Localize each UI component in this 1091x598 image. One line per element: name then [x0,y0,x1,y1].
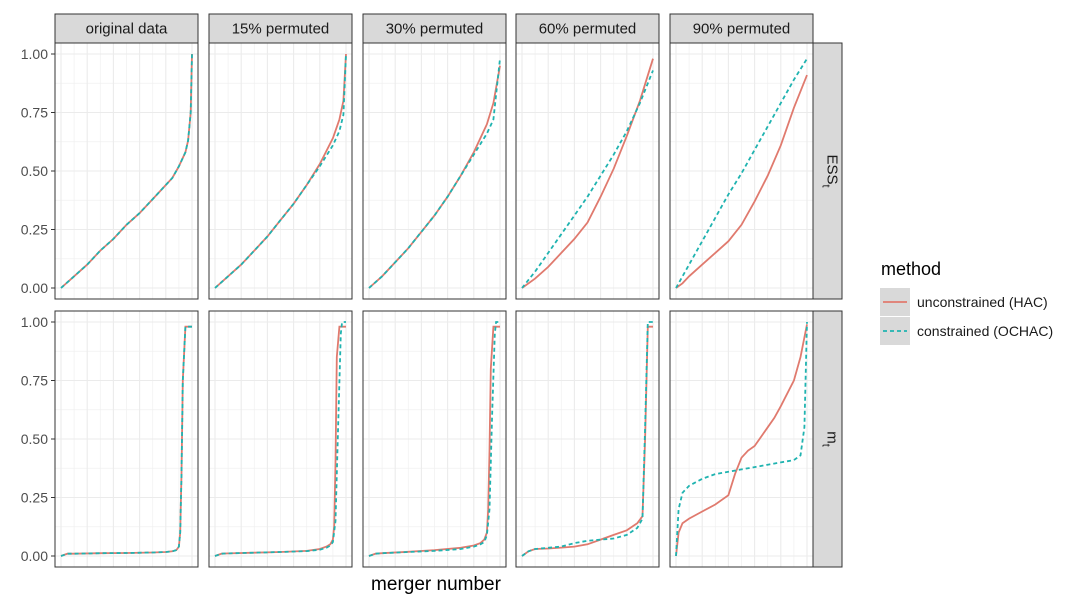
facet-strip-2 [362,13,507,44]
y-tick-label: 0.00 [21,280,48,296]
panel-r1-c2 [362,310,507,568]
series-line [521,58,654,289]
y-tick-label: 0.50 [21,163,48,179]
panel-border [208,42,353,300]
panel-r0-c4 [669,42,814,300]
panel-r0-c2 [362,42,507,300]
row-strip-label: mt [820,431,841,447]
y-tick-label: 0.75 [21,105,48,121]
series-line [521,321,653,557]
panel-r0-c3 [515,42,660,300]
legend-label: unconstrained (HAC) [917,294,1048,310]
y-tick-label: 1.00 [21,314,48,330]
y-tick-label: 0.25 [21,490,48,506]
facet-strip-label: 60% permuted [539,21,637,38]
x-axis-title: merger number [371,574,502,595]
panel-border [669,42,814,300]
legend-label: constrained (OCHAC) [917,323,1053,339]
y-tick-label: 0.75 [21,373,48,389]
legend-title: method [881,259,941,279]
panel-border [669,310,814,568]
panel-r1-c1 [208,310,353,568]
series-line [675,321,808,557]
series-line [60,325,192,557]
series-line [60,53,193,289]
facet-strip-0 [54,13,199,44]
series-line [214,53,347,289]
panel-border [208,310,353,568]
facet-strip-label: 30% permuted [386,21,484,38]
y-tick-label: 0.50 [21,431,48,447]
y-tick-label: 0.25 [21,222,48,238]
series-line [368,58,501,289]
panel-r0-c0 [54,42,199,300]
facet-strip-label: 90% permuted [693,21,791,38]
panel-r1-c4 [669,310,814,568]
panel-border [362,42,507,300]
panel-r0-c1 [208,42,353,300]
facet-strip-label: 15% permuted [232,21,330,38]
panel-border [515,42,660,300]
panel-r1-c0 [54,310,199,568]
series-line [675,324,808,557]
series-line [368,65,501,289]
series-line [675,58,808,289]
row-strip-1 [812,310,843,568]
panel-r1-c3 [515,310,660,568]
panel-border [362,310,507,568]
y-tick-label: 0.00 [21,548,48,564]
facet-strip-3 [515,13,660,44]
facet-strip-1 [208,13,353,44]
series-line [368,321,500,557]
facet-strip-label: original data [86,21,168,38]
series-line [214,321,346,557]
y-tick-label: 1.00 [21,46,48,62]
panel-border [515,310,660,568]
row-strip-label: ESSt [820,154,841,187]
series-line [675,74,808,289]
series-line [521,70,654,289]
